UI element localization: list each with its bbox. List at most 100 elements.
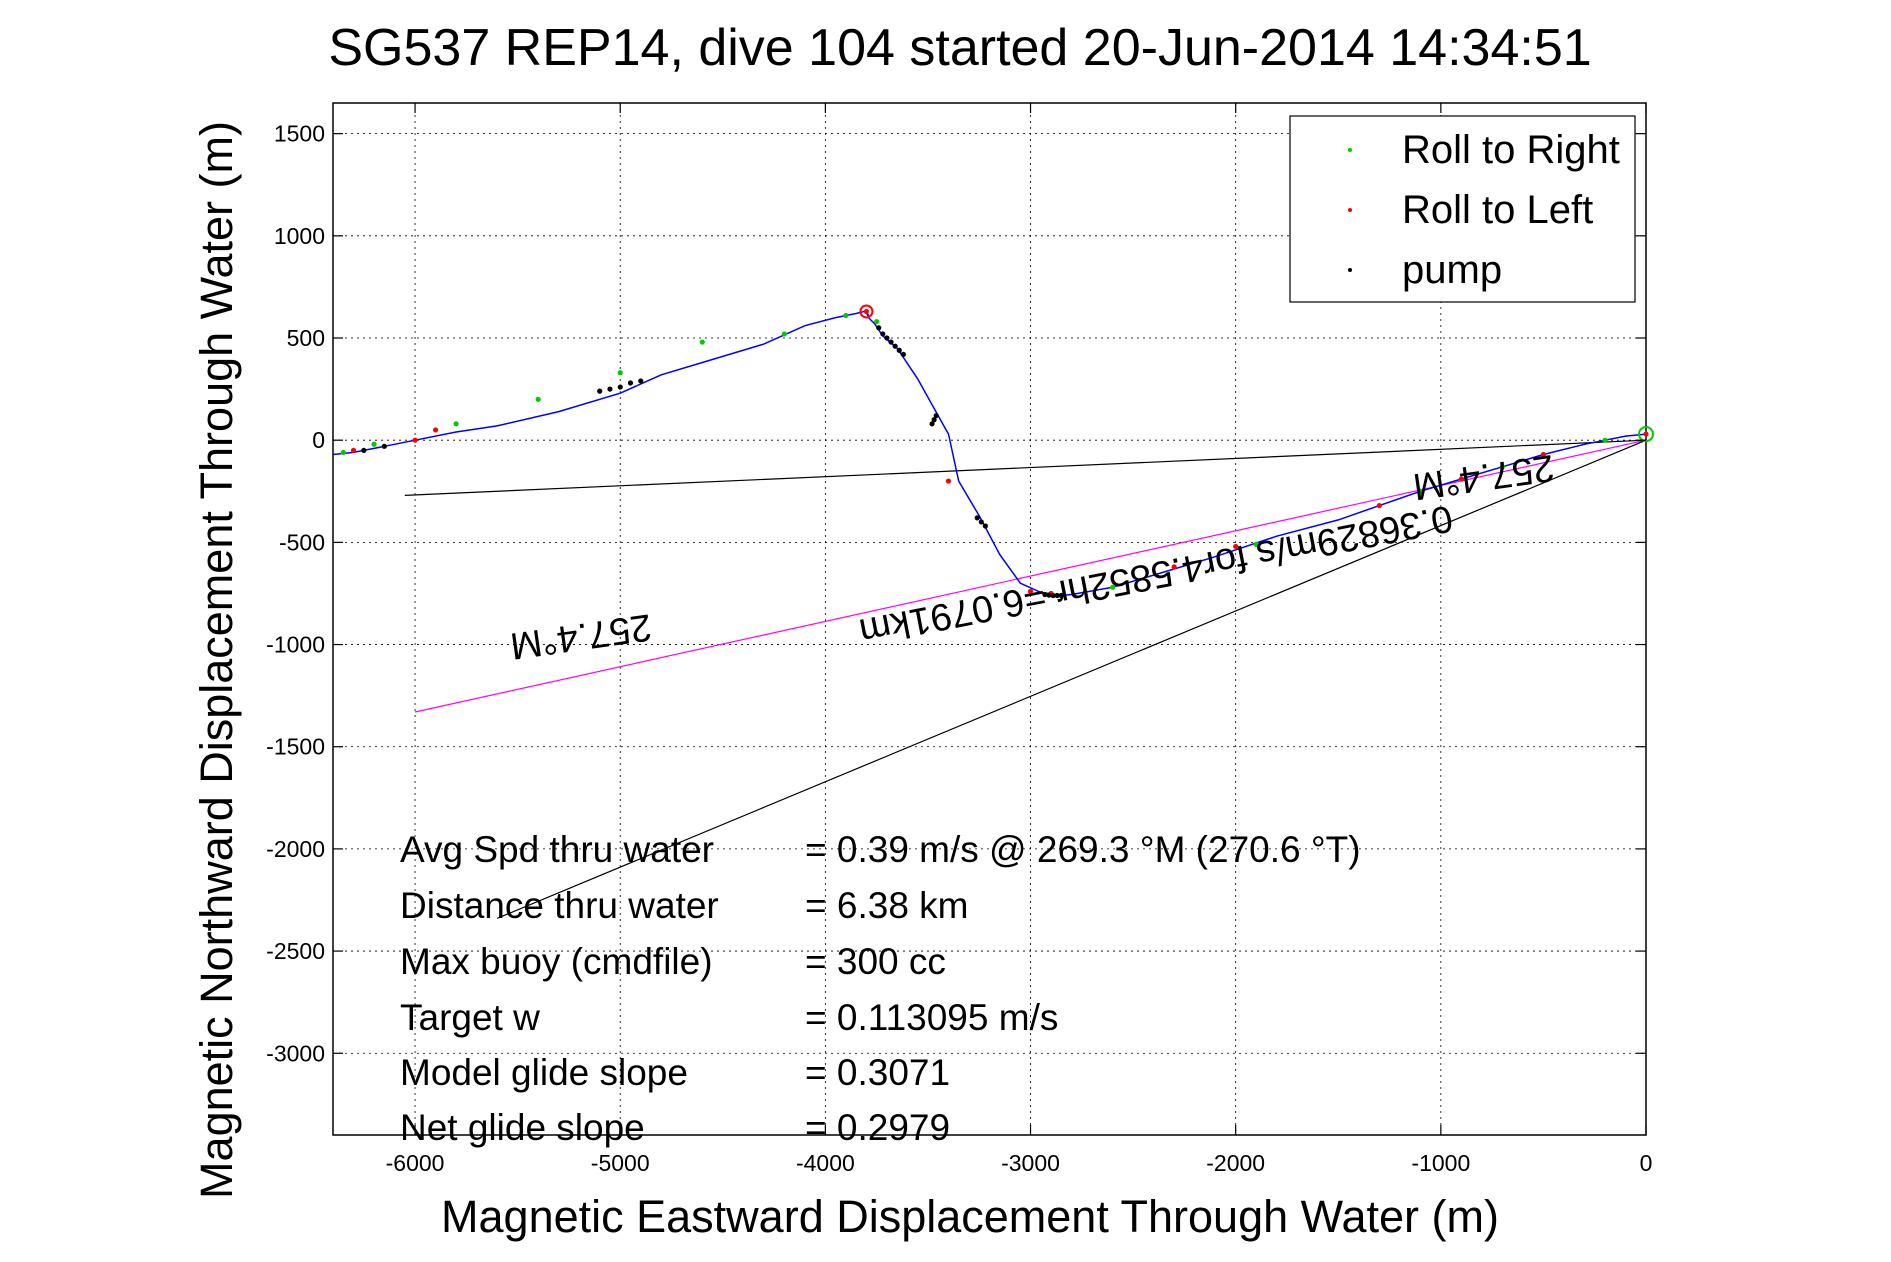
chart-title: SG537 REP14, dive 104 started 20-Jun-201… [328, 19, 1591, 77]
roll-right-marker [340, 449, 346, 456]
pump-marker [1046, 592, 1052, 598]
roll-right-marker [1109, 584, 1116, 590]
pump-marker [982, 523, 988, 529]
stat-label: Target w [400, 997, 540, 1038]
stat-value: = 300 cc [805, 941, 946, 982]
roll-left-marker [945, 478, 952, 484]
legend-roll-right-marker [1348, 148, 1352, 152]
y-tick-label: 0 [312, 427, 325, 453]
dive-stats-block: Avg Spd thru water = 0.39 m/s @ 269.3 °M… [400, 829, 1361, 1148]
stat-label: Avg Spd thru water [400, 829, 714, 870]
legend-box [1289, 115, 1636, 303]
x-tick-label: -4000 [796, 1150, 855, 1176]
y-tick-label: -2000 [266, 836, 325, 862]
roll-left-marker [863, 308, 870, 315]
roll-left-marker [1458, 476, 1464, 482]
y-tick-label: 1500 [274, 121, 325, 147]
pump-marker [880, 331, 886, 337]
track-markers [340, 304, 1654, 599]
roll-left-marker [1376, 502, 1382, 509]
turn-point-marker [859, 304, 874, 319]
roll-right-marker [1499, 464, 1505, 470]
roll-right-marker [535, 396, 541, 402]
pump-marker [974, 515, 980, 521]
pump-marker [638, 378, 644, 384]
reference-line [496, 439, 1647, 919]
pump-marker [896, 347, 902, 353]
roll-left-marker [1027, 588, 1034, 595]
reference-line [404, 439, 1647, 496]
x-tick-label: -5000 [591, 1150, 650, 1176]
pump-marker [931, 417, 937, 423]
roll-right-marker [1602, 437, 1608, 443]
stat-value: = 0.3071 [805, 1052, 950, 1093]
pump-marker [381, 443, 387, 449]
stat-value: = 0.113095 m/s [805, 997, 1058, 1038]
stat-label: Model glide slope [400, 1052, 688, 1093]
roll-left-marker [412, 437, 418, 443]
y-tick-label: 1000 [274, 223, 325, 249]
x-axis-label: Magnetic Eastward Displacement Through W… [441, 1191, 1499, 1242]
y-tick-label: -1500 [266, 734, 325, 760]
pump-marker [892, 343, 898, 349]
x-tick-label: -6000 [386, 1150, 445, 1176]
y-tick-label: -2500 [266, 938, 325, 964]
legend-pump-marker [1348, 268, 1352, 272]
x-tick-label: 0 [1640, 1150, 1653, 1176]
roll-right-marker [371, 441, 377, 447]
stat-label: Max buoy (cmdfile) [400, 941, 713, 982]
roll-right-marker [781, 331, 787, 337]
grid-lines [333, 103, 1647, 1135]
stat-value: = 0.2979 [805, 1107, 950, 1148]
y-tick-label: 500 [287, 325, 325, 351]
pump-marker [597, 388, 603, 394]
x-tick-label: -3000 [1001, 1150, 1060, 1176]
pump-marker [617, 384, 623, 390]
roll-left-marker [1171, 564, 1177, 570]
legend-roll-right-label: Roll to Right [1402, 128, 1620, 172]
roll-right-marker [843, 312, 849, 319]
roll-right-marker [1253, 541, 1259, 548]
y-tick-label: -500 [279, 529, 325, 555]
roll-right-marker [1417, 488, 1423, 494]
roll-left-marker [1540, 451, 1547, 458]
pump-marker [900, 351, 906, 357]
pump-marker [607, 386, 613, 392]
pump-marker [876, 325, 882, 331]
y-axis-label: Magnetic Northward Displacement Through … [191, 121, 242, 1199]
dive-start-marker [1638, 426, 1654, 443]
pump-marker [884, 335, 890, 341]
pump-marker [978, 519, 984, 525]
axis-ticks: -6000 -5000 -4000 -3000 -2000 -1000 0150010005… [266, 103, 1652, 1176]
roll-right-marker [453, 421, 459, 427]
roll-left-marker [350, 447, 357, 454]
pump-marker [1058, 592, 1064, 599]
stat-label: Net glide slope [400, 1107, 645, 1148]
roll-left-marker [432, 427, 439, 433]
pump-marker [888, 339, 894, 345]
stat-value: = 6.38 km [805, 885, 969, 926]
legend-roll-left-marker [1348, 208, 1352, 212]
pump-marker [1042, 591, 1048, 598]
pump-marker [361, 447, 367, 454]
roll-left-marker [1233, 543, 1239, 550]
stat-value: = 0.39 m/s @ 269.3 °M (270.6 °T) [805, 829, 1361, 870]
x-tick-label: -1000 [1411, 1150, 1470, 1176]
legend: Roll to Right Roll to Left pump [1289, 115, 1636, 303]
pump-marker [1054, 592, 1060, 599]
pump-marker [933, 413, 939, 419]
pump-marker [627, 380, 634, 386]
stat-label: Distance thru water [400, 885, 719, 926]
y-tick-label: -3000 [266, 1040, 325, 1066]
legend-pump-label: pump [1402, 248, 1502, 292]
y-tick-label: -1000 [266, 632, 325, 658]
roll-right-marker [699, 339, 705, 345]
pump-marker [1050, 592, 1056, 599]
roll-left-marker [1643, 431, 1649, 437]
x-tick-label: -2000 [1206, 1150, 1265, 1176]
roll-right-marker [874, 319, 880, 325]
pump-marker [929, 421, 935, 427]
glider-track-line [332, 310, 1647, 597]
roll-right-marker [617, 370, 623, 376]
